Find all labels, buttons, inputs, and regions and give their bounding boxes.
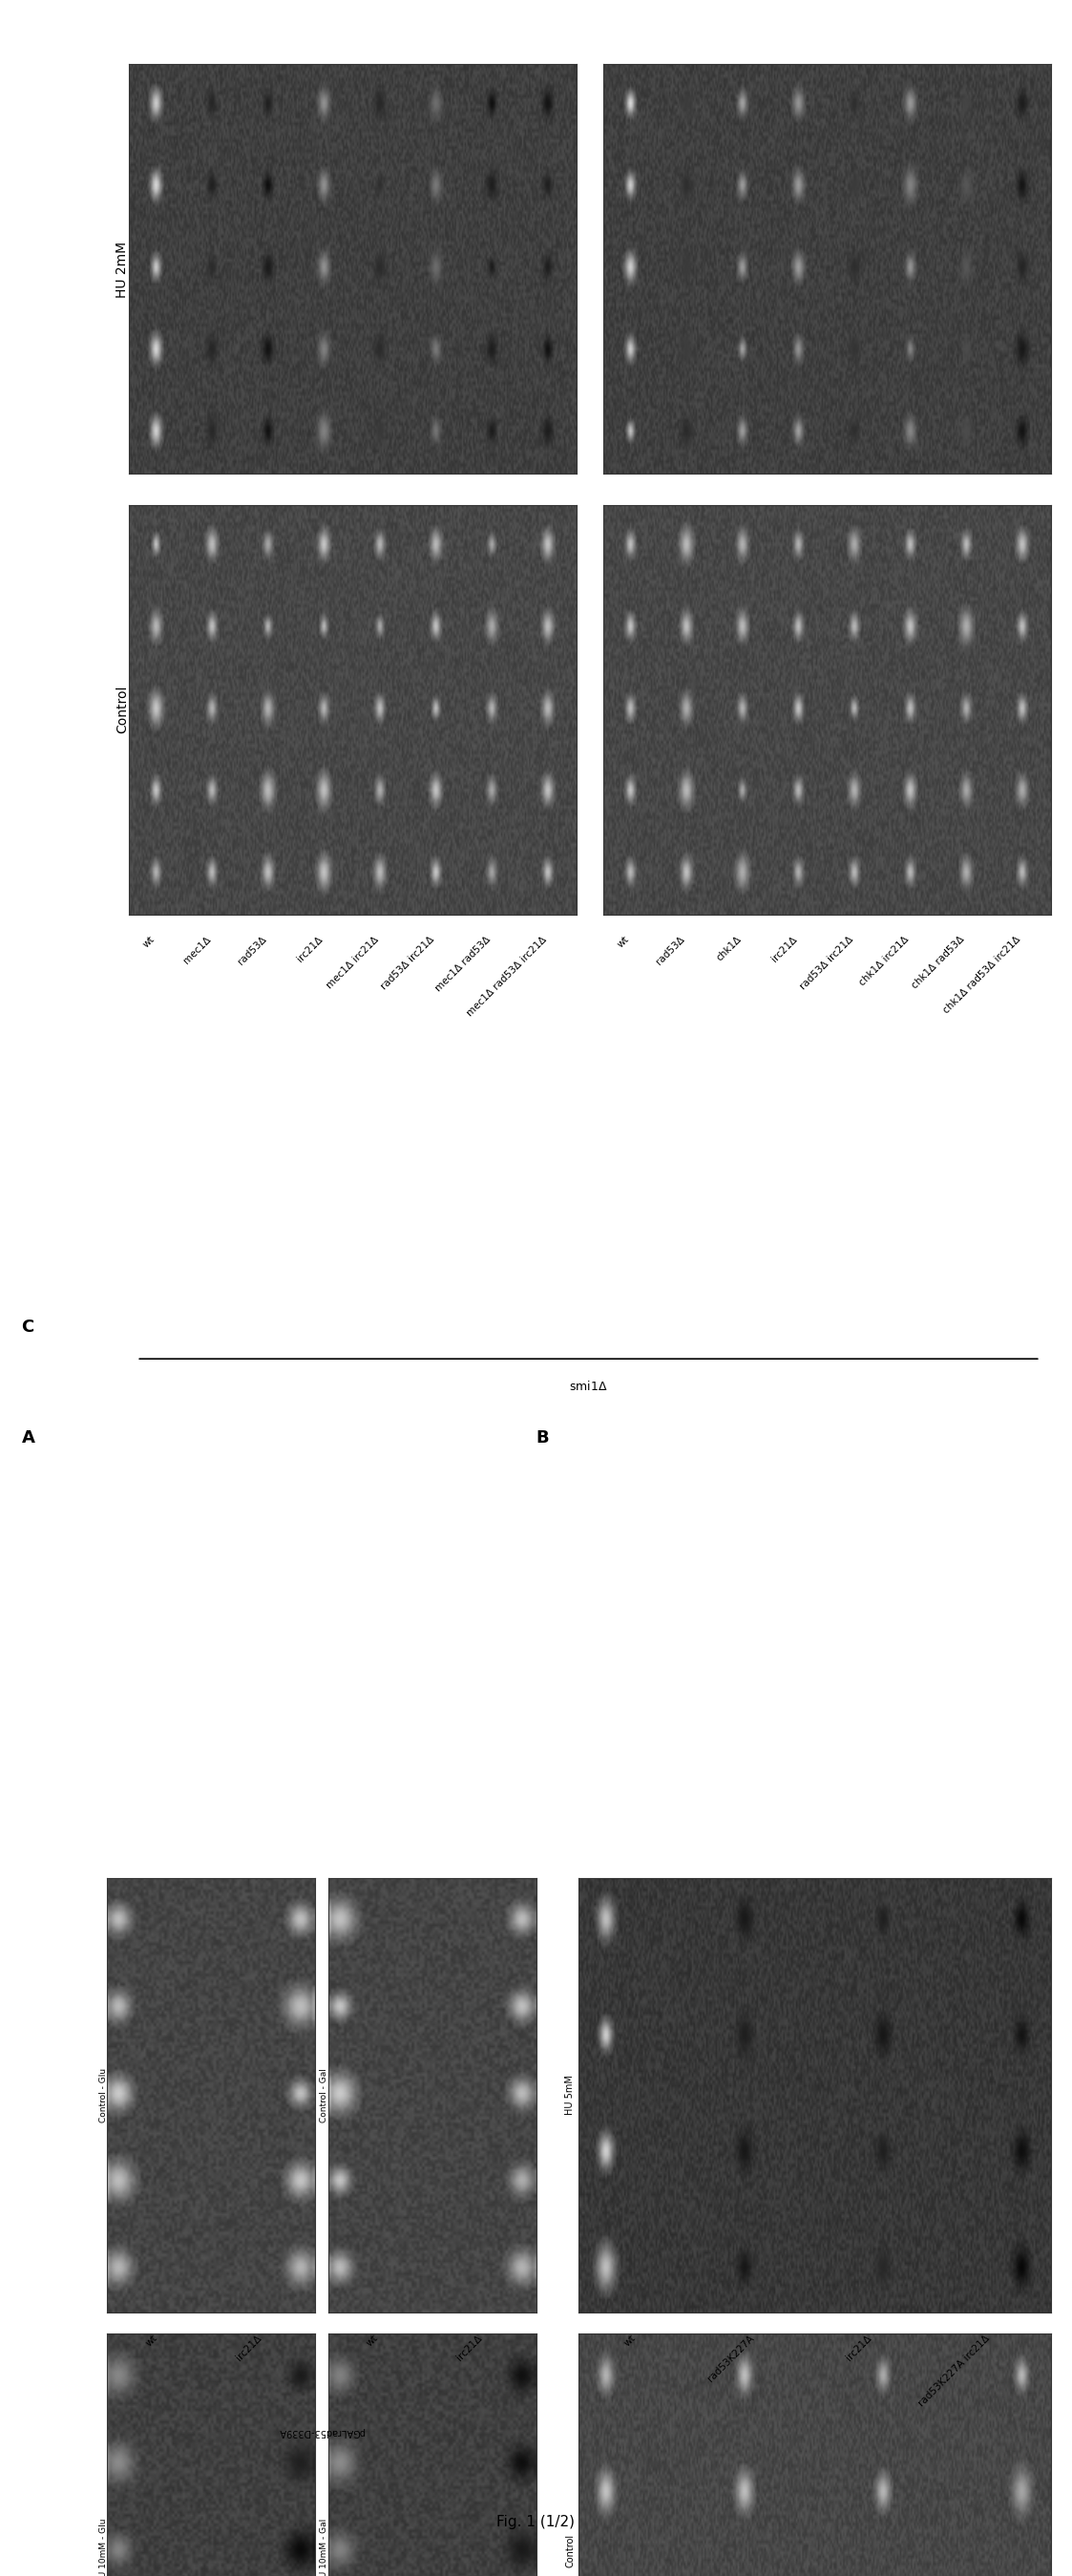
Y-axis label: HU 2mM: HU 2mM — [116, 242, 129, 296]
Text: rad53Δ irc21Δ: rad53Δ irc21Δ — [379, 935, 436, 992]
Text: irc21Δ: irc21Δ — [845, 2334, 874, 2362]
Y-axis label: Control: Control — [565, 2535, 575, 2568]
Text: wt: wt — [364, 2334, 381, 2349]
Y-axis label: HU 5mM: HU 5mM — [565, 2076, 575, 2115]
Text: wt: wt — [615, 935, 631, 951]
Text: rad53K227A: rad53K227A — [705, 2334, 756, 2383]
Text: chk1Δ rad53Δ irc21Δ: chk1Δ rad53Δ irc21Δ — [942, 935, 1023, 1015]
Text: chk1Δ: chk1Δ — [714, 935, 743, 963]
Text: rad53Δ: rad53Δ — [236, 935, 268, 966]
Text: irc21Δ: irc21Δ — [295, 935, 325, 963]
Text: rad53K227A irc21Δ: rad53K227A irc21Δ — [917, 2334, 992, 2409]
Text: wt: wt — [142, 935, 157, 951]
Text: chk1Δ rad53Δ: chk1Δ rad53Δ — [910, 935, 967, 992]
Text: pGALrad53-D339A: pGALrad53-D339A — [279, 2427, 364, 2437]
Text: irc21Δ: irc21Δ — [770, 935, 799, 963]
Text: mec1Δ rad53Δ: mec1Δ rad53Δ — [433, 935, 492, 994]
Text: mec1Δ rad53Δ irc21Δ: mec1Δ rad53Δ irc21Δ — [465, 935, 548, 1018]
Text: mec1Δ: mec1Δ — [181, 935, 212, 966]
Text: irc21Δ: irc21Δ — [234, 2334, 264, 2362]
Y-axis label: HU 10mM - Gal: HU 10mM - Gal — [319, 2519, 328, 2576]
Text: irc21Δ: irc21Δ — [455, 2334, 483, 2362]
Text: Fig. 1 (1/2): Fig. 1 (1/2) — [496, 2514, 576, 2530]
Text: C: C — [21, 1319, 34, 1334]
Text: mec1Δ irc21Δ: mec1Δ irc21Δ — [325, 935, 381, 989]
Y-axis label: Control - Glu: Control - Glu — [99, 2069, 107, 2123]
Text: rad53Δ: rad53Δ — [655, 935, 687, 966]
Text: chk1Δ irc21Δ: chk1Δ irc21Δ — [858, 935, 911, 987]
Text: wt: wt — [144, 2334, 160, 2349]
Text: smi1$\Delta$: smi1$\Delta$ — [569, 1378, 608, 1394]
Y-axis label: HU 10mM - Glu: HU 10mM - Glu — [99, 2519, 107, 2576]
Text: B: B — [536, 1430, 549, 1448]
Y-axis label: Control: Control — [116, 685, 129, 734]
Y-axis label: Control - Gal: Control - Gal — [319, 2069, 328, 2123]
Text: wt: wt — [623, 2334, 638, 2349]
Text: rad53Δ irc21Δ: rad53Δ irc21Δ — [798, 935, 854, 992]
Text: A: A — [21, 1430, 34, 1448]
